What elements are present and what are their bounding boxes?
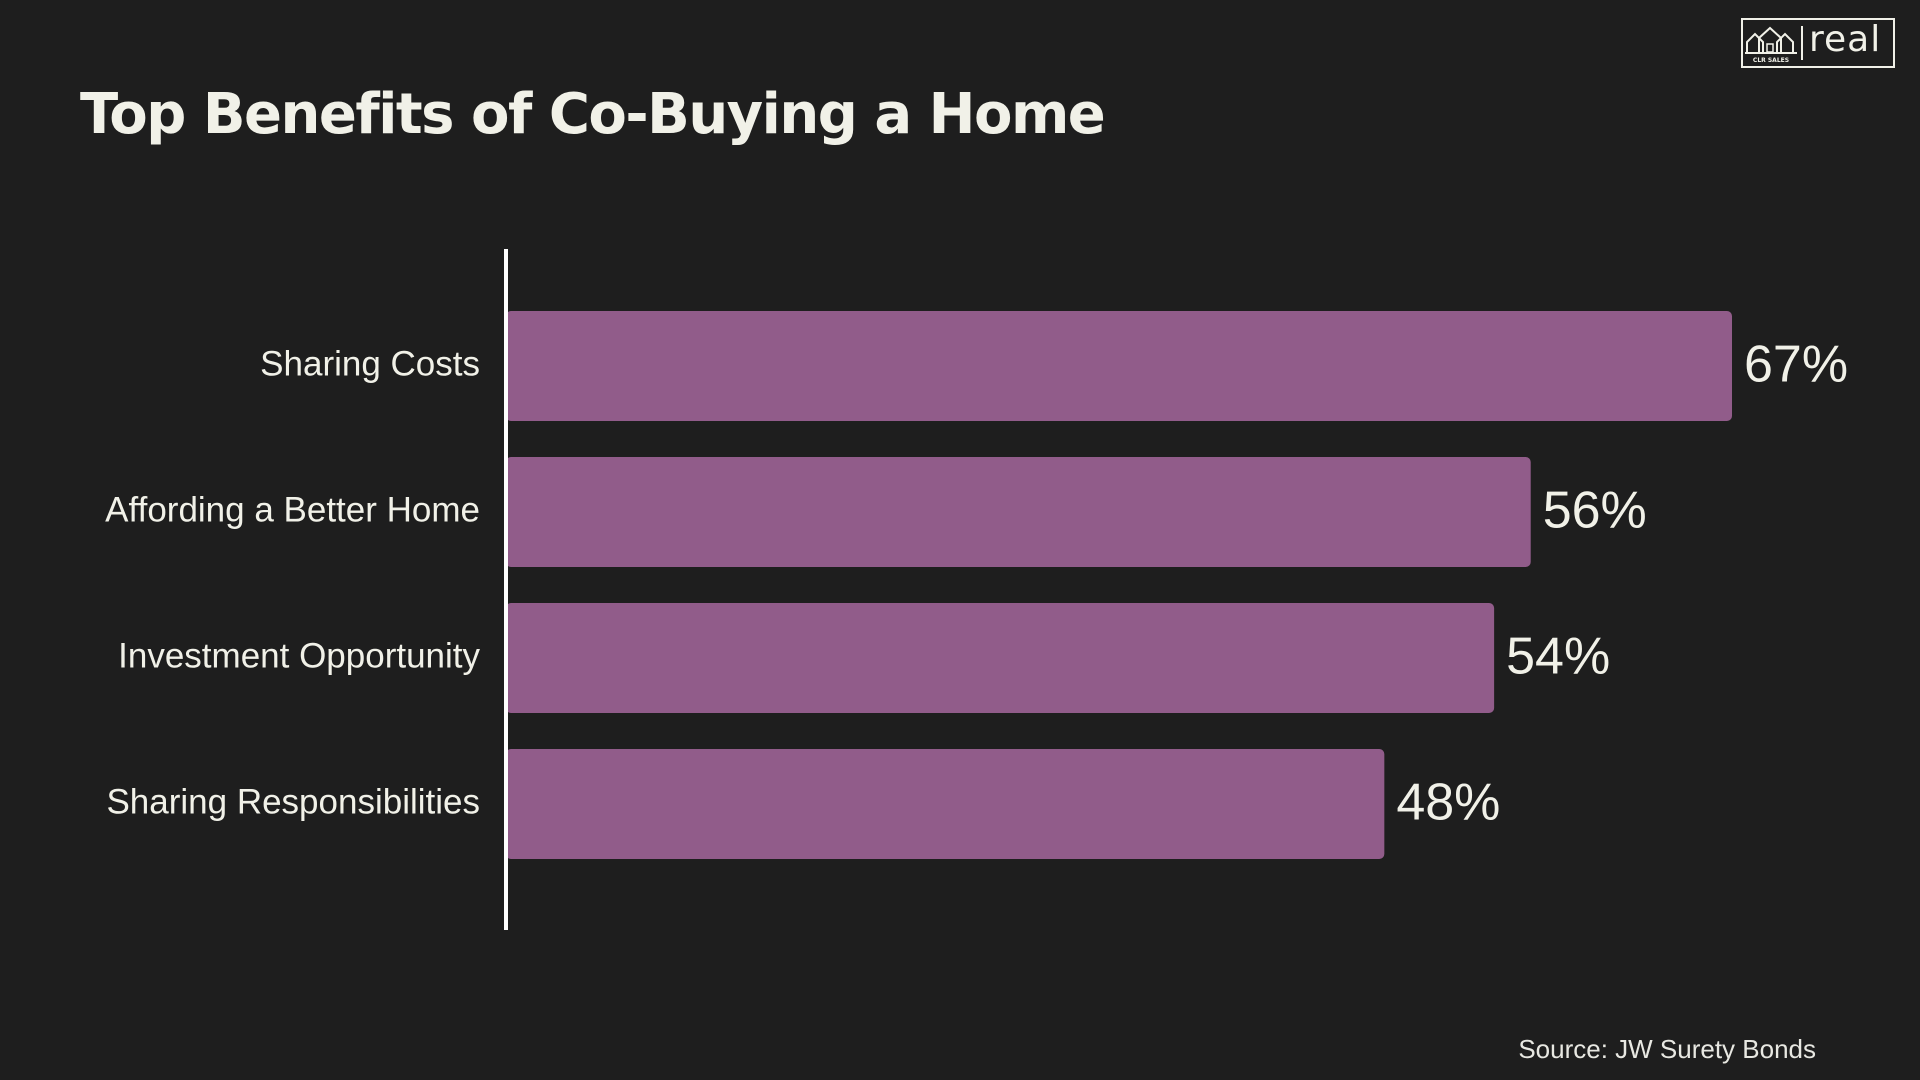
brand-logo: CLR SALES real (1741, 18, 1895, 68)
bar-3 (506, 749, 1385, 859)
house-logo-icon: CLR SALES (1745, 26, 1797, 64)
bar-2 (506, 603, 1495, 713)
source-note: Source: JW Surety Bonds (1518, 1034, 1816, 1064)
value-label-2: 54% (1506, 628, 1610, 686)
value-label-0: 67% (1744, 336, 1848, 394)
category-label-2: Investment Opportunity (118, 636, 480, 675)
category-label-1: Affording a Better Home (105, 490, 480, 529)
logo-tagline: CLR SALES (1753, 57, 1789, 64)
bars-group (506, 311, 1732, 859)
category-label-3: Sharing Responsibilities (106, 782, 480, 821)
value-labels-group: 67% 56% 54% 48% (1396, 336, 1848, 832)
logo-divider (1801, 26, 1803, 60)
value-label-1: 56% (1543, 482, 1647, 540)
category-label-0: Sharing Costs (260, 344, 480, 383)
chart-title: Top Benefits of Co-Buying a Home (80, 82, 1106, 147)
bar-0 (506, 311, 1732, 421)
logo-wordmark: real (1809, 19, 1882, 60)
category-labels-group: Sharing Costs Affording a Better Home Inve… (105, 344, 480, 821)
bar-1 (506, 457, 1531, 567)
value-label-3: 48% (1396, 774, 1500, 832)
